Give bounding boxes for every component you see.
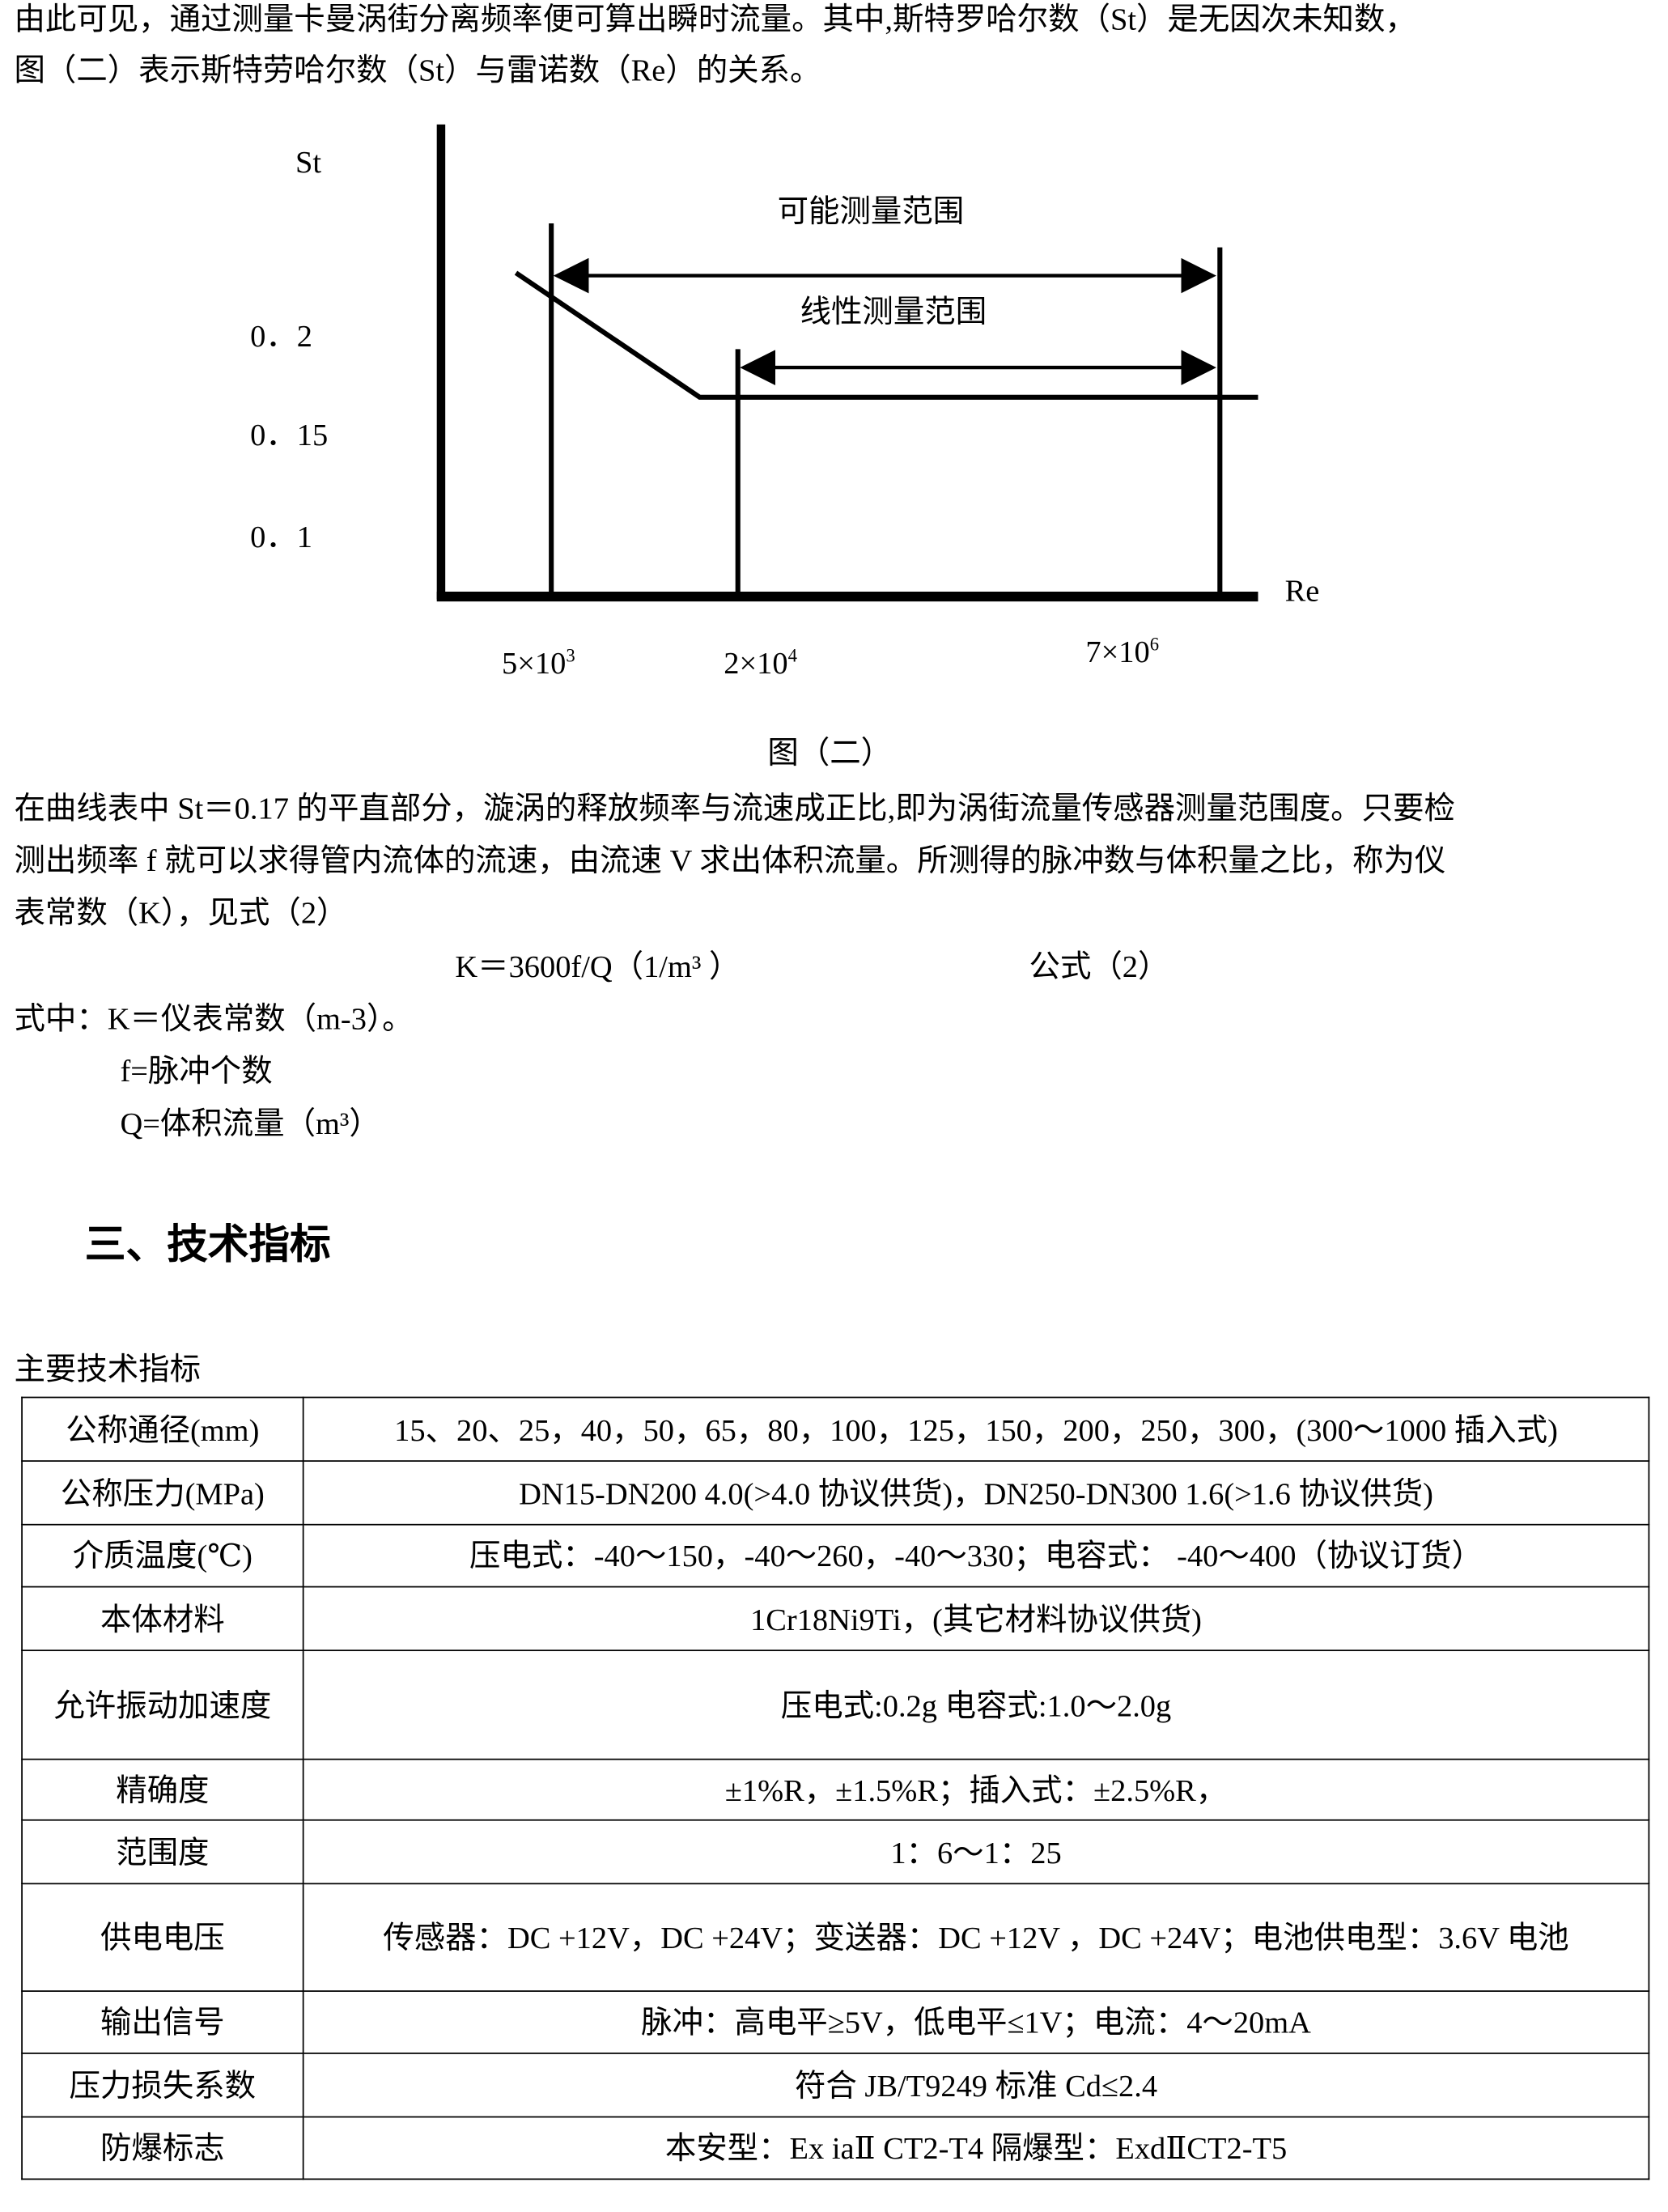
intro-line: 由此可见，通过测量卡曼涡街分离频率便可算出瞬时流量。其中,斯特罗哈尔数（St）是…	[14, 1, 1416, 37]
spec-name: 防爆标志	[21, 2116, 304, 2180]
spec-name: 精确度	[21, 1758, 304, 1821]
possible-range-label: 可能测量范围	[777, 193, 965, 229]
y-axis-label: St	[295, 144, 322, 180]
table-row: 防爆标志 本安型：Ex iaⅡ CT2-T4 隔爆型：ExdⅡCT2-T5	[21, 2116, 1650, 2180]
formula-label: 公式（2）	[1029, 948, 1169, 984]
spec-name: 输出信号	[21, 1990, 304, 2054]
spec-value: DN15-DN200 4.0(>4.0 协议供货)，DN250-DN300 1.…	[302, 1460, 1650, 1526]
intro-line: 图（二）表示斯特劳哈尔数（St）与雷诺数（Re）的关系。	[14, 52, 821, 88]
body-line: 测出频率 f 就可以求得管内流体的流速，由流速 V 求出体积流量。所测得的脉冲数…	[14, 842, 1446, 878]
x-tick: 7×106	[1085, 633, 1160, 669]
table-row: 供电电压 传感器：DC +12V，DC +24V；变送器：DC +12V ，DC …	[21, 1883, 1650, 1992]
table-row: 介质温度(℃) 压电式：-40～150，-40～260，-40～330；电容式： …	[21, 1523, 1650, 1588]
spec-value: 15、20、25，40，50，65，80，100，125，150，200，250…	[302, 1396, 1650, 1462]
table-row: 范围度 1：6～1：25	[21, 1819, 1650, 1885]
section-heading: 三、技术指标	[84, 1220, 331, 1268]
table-row: 输出信号 脉冲：高电平≥5V，低电平≤1V；电流：4～20mA	[21, 1990, 1650, 2054]
y-tick: 0．2	[250, 317, 313, 354]
table-row: 本体材料 1Cr18Ni9Ti，(其它材料协议供货)	[21, 1586, 1650, 1652]
formula: K＝3600f/Q（1/m³ ）	[455, 948, 741, 984]
table-row: 允许振动加速度 压电式:0.2g 电容式:1.0～2.0g	[21, 1649, 1650, 1760]
spec-table: 公称通径(mm) 15、20、25，40，50，65，80，100，125，150…	[21, 1396, 1650, 2180]
spec-value: 1Cr18Ni9Ti，(其它材料协议供货)	[302, 1586, 1650, 1652]
spec-value: ±1%R，±1.5%R；插入式：±2.5%R，	[302, 1758, 1650, 1821]
y-tick: 0．1	[250, 519, 313, 554]
spec-name: 公称通径(mm)	[21, 1396, 304, 1462]
spec-value: 脉冲：高电平≥5V，低电平≤1V；电流：4～20mA	[302, 1990, 1650, 2054]
x-tick: 5×103	[502, 644, 575, 681]
table-title: 主要技术指标	[14, 1351, 202, 1387]
spec-name: 公称压力(MPa)	[21, 1460, 304, 1526]
spec-value: 符合 JB/T9249 标准 Cd≤2.4	[302, 2053, 1650, 2118]
y-tick: 0．15	[250, 417, 329, 452]
table-row: 压力损失系数 符合 JB/T9249 标准 Cd≤2.4	[21, 2053, 1650, 2118]
spec-value: 1：6～1：25	[302, 1819, 1650, 1885]
spec-name: 供电电压	[21, 1883, 304, 1992]
figure-caption: 图（二）	[767, 735, 893, 771]
st-re-diagram	[436, 124, 1258, 602]
spec-name: 允许振动加速度	[21, 1649, 304, 1760]
where-line: f=脉冲个数	[120, 1053, 273, 1089]
spec-value: 本安型：Ex iaⅡ CT2-T4 隔爆型：ExdⅡCT2-T5	[302, 2116, 1650, 2180]
where-line: 式中：K＝仪表常数（m-3）。	[14, 1000, 414, 1037]
x-tick: 2×104	[724, 644, 797, 681]
st-curve	[514, 270, 1258, 400]
spec-name: 本体材料	[21, 1586, 304, 1652]
spec-value: 压电式:0.2g 电容式:1.0～2.0g	[302, 1649, 1650, 1760]
body-line: 表常数（K），见式（2）	[14, 894, 348, 931]
spec-name: 压力损失系数	[21, 2053, 304, 2118]
linear-range-label: 线性测量范围	[800, 294, 987, 329]
table-row: 精确度 ±1%R，±1.5%R；插入式：±2.5%R，	[21, 1758, 1650, 1821]
spec-name: 范围度	[21, 1819, 304, 1885]
where-line: Q=体积流量（m³）	[120, 1105, 380, 1141]
body-line: 在曲线表中 St＝0.17 的平直部分，漩涡的释放频率与流速成正比,即为涡街流量…	[14, 790, 1455, 826]
spec-value: 传感器：DC +12V，DC +24V；变送器：DC +12V ，DC +24V…	[302, 1883, 1650, 1992]
x-axis-label: Re	[1284, 572, 1320, 609]
spec-name: 介质温度(℃)	[21, 1523, 304, 1588]
table-row: 公称通径(mm) 15、20、25，40，50，65，80，100，125，150…	[21, 1396, 1650, 1462]
spec-value: 压电式：-40～150，-40～260，-40～330；电容式： -40～400…	[302, 1523, 1650, 1588]
table-row: 公称压力(MPa) DN15-DN200 4.0(>4.0 协议供货)，DN250…	[21, 1460, 1650, 1526]
